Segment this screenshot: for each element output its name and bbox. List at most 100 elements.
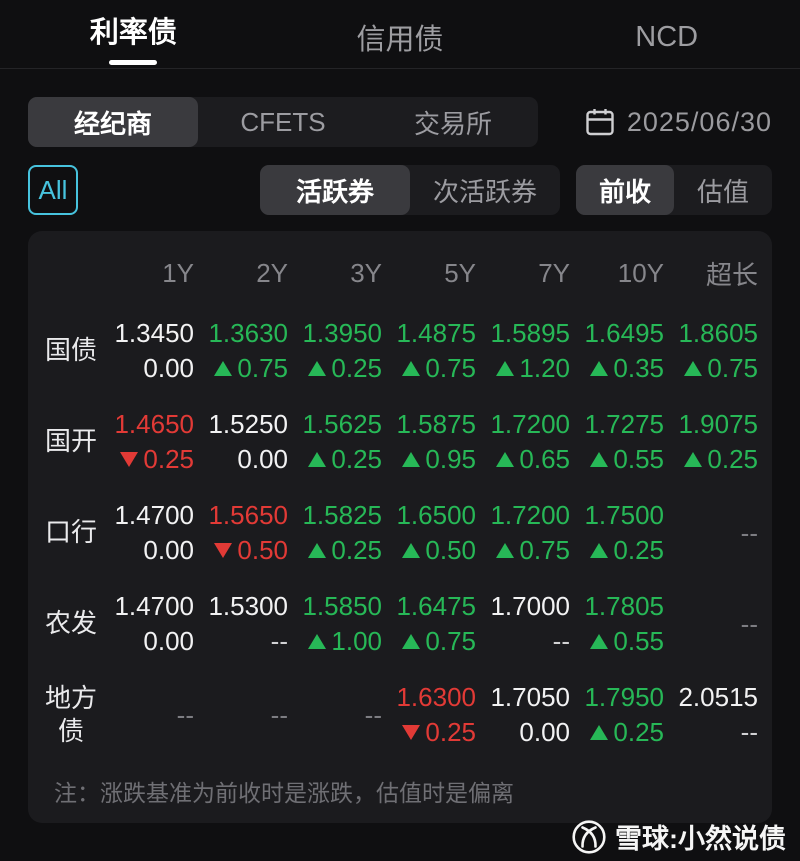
rate-value: 1.7050 (490, 682, 570, 712)
rate-cell[interactable]: 1.5895 1.20 (476, 305, 570, 396)
rate-cell[interactable]: 1.8605 0.75 (664, 305, 758, 396)
rate-cell[interactable]: 1.3630 0.75 (194, 305, 288, 396)
top-tab-bar: 利率债 信用债 NCD (0, 0, 800, 69)
rate-change: 0.95 (402, 446, 476, 472)
rate-value: 1.6475 (396, 591, 476, 621)
rate-change: 0.50 (402, 537, 476, 563)
rate-cell[interactable]: 1.9075 0.25 (664, 396, 758, 487)
filter-row-options: All 活跃券 次活跃券 前收 估值 (28, 165, 772, 215)
rate-cell[interactable]: 1.4700 0.00 (100, 487, 194, 578)
rate-change: 0.55 (590, 628, 664, 654)
tab-label: 利率债 (89, 17, 177, 49)
rate-cell[interactable]: -- (664, 487, 758, 578)
rate-value: 1.4700 (114, 591, 194, 621)
rate-cell[interactable]: 1.7500 0.25 (570, 487, 664, 578)
active-tab-underline (109, 60, 158, 65)
rate-value: 1.5825 (302, 500, 382, 530)
rate-cell[interactable]: 1.6475 0.75 (382, 578, 476, 669)
column-header: 1Y (162, 257, 194, 288)
rate-cell[interactable]: -- (100, 669, 194, 760)
rate-change: 1.20 (496, 355, 570, 381)
rate-cell[interactable]: 1.3950 0.25 (288, 305, 382, 396)
up-triangle-icon (402, 633, 421, 649)
empty-value: -- (740, 608, 758, 639)
rate-value: 1.7805 (584, 591, 664, 621)
up-triangle-icon (496, 360, 515, 376)
segment-valuation[interactable]: 估值 (696, 176, 749, 207)
segment-broker[interactable]: 经纪商 (28, 97, 198, 147)
column-header: 2Y (256, 257, 288, 288)
segment-active-bond[interactable]: 活跃券 (260, 165, 410, 215)
rate-cell[interactable]: -- (194, 669, 288, 760)
rate-cell[interactable]: 2.0515 -- (664, 669, 758, 760)
rate-cell[interactable]: 1.7200 0.75 (476, 487, 570, 578)
segment-sub-active-bond[interactable]: 次活跃券 (432, 176, 537, 207)
rate-cell[interactable]: 1.5300 -- (194, 578, 288, 669)
tab-credit-bond[interactable]: 信用债 (267, 10, 534, 58)
segment-prev-close[interactable]: 前收 (576, 165, 674, 215)
down-triangle-icon (214, 542, 233, 558)
rate-cell[interactable]: 1.5825 0.25 (288, 487, 382, 578)
rate-cell[interactable]: 1.7200 0.65 (476, 396, 570, 487)
rate-cell[interactable]: 1.6300 0.25 (382, 669, 476, 760)
rate-change: 0.75 (496, 537, 570, 563)
rate-cell[interactable]: -- (664, 578, 758, 669)
rate-cell[interactable]: 1.7950 0.25 (570, 669, 664, 760)
down-triangle-icon (120, 451, 139, 467)
all-filter-button[interactable]: All (28, 165, 78, 215)
tab-rates-bond[interactable]: 利率债 (0, 3, 267, 65)
rate-change: 0.75 (402, 628, 476, 654)
date-picker[interactable]: 2025/06/30 (585, 107, 772, 138)
up-triangle-icon (214, 360, 233, 376)
up-triangle-icon (590, 360, 609, 376)
up-triangle-icon (684, 451, 703, 467)
rate-value: 1.3950 (302, 318, 382, 348)
up-triangle-icon (590, 724, 609, 740)
rates-table-card: 1Y 2Y 3Y 5Y 7Y 10Y 超长 国债 1.3450 0.00 1.3630 0.75 1.3… (28, 231, 772, 823)
rate-cell[interactable]: 1.5850 1.00 (288, 578, 382, 669)
rate-change: 1.00 (308, 628, 382, 654)
rate-value: 1.5895 (490, 318, 570, 348)
tab-label: 信用债 (356, 24, 444, 56)
rate-cell[interactable]: 1.7050 0.00 (476, 669, 570, 760)
footnote: 注：涨跌基准为前收时是涨跌，估值时是偏离 (54, 780, 514, 806)
rate-cell[interactable]: 1.6495 0.35 (570, 305, 664, 396)
rate-change: 0.00 (143, 353, 194, 383)
segment-cfets[interactable]: CFETS (240, 106, 326, 137)
up-triangle-icon (308, 542, 327, 558)
segment-exchange[interactable]: 交易所 (413, 108, 492, 139)
rate-cell[interactable]: 1.5650 0.50 (194, 487, 288, 578)
rate-change: -- (270, 626, 288, 656)
rate-cell[interactable]: 1.4875 0.75 (382, 305, 476, 396)
rate-value: 1.7950 (584, 682, 664, 712)
column-header: 5Y (444, 257, 476, 288)
liquidity-segmented-control: 活跃券 次活跃券 (260, 165, 560, 215)
rate-cell[interactable]: 1.4700 0.00 (100, 578, 194, 669)
tab-label: NCD (635, 20, 699, 53)
rate-cell[interactable]: 1.5875 0.95 (382, 396, 476, 487)
rate-cell[interactable]: 1.7000 -- (476, 578, 570, 669)
rate-value: 1.3450 (114, 318, 194, 348)
rate-cell[interactable]: 1.3450 0.00 (100, 305, 194, 396)
rate-value: 1.9075 (678, 409, 758, 439)
source-segmented-control: 经纪商 CFETS 交易所 (28, 97, 538, 147)
up-triangle-icon (590, 451, 609, 467)
rate-cell[interactable]: -- (288, 669, 382, 760)
tab-ncd[interactable]: NCD (533, 15, 800, 54)
rate-cell[interactable]: 1.7805 0.55 (570, 578, 664, 669)
rate-change: 0.00 (237, 444, 288, 474)
rate-change: -- (740, 717, 758, 747)
up-triangle-icon (496, 542, 515, 558)
rate-cell[interactable]: 1.5250 0.00 (194, 396, 288, 487)
rate-cell[interactable]: 1.5625 0.25 (288, 396, 382, 487)
rate-cell[interactable]: 1.6500 0.50 (382, 487, 476, 578)
rate-change: 0.55 (590, 446, 664, 472)
rate-value: 1.4650 (114, 409, 194, 439)
rate-value: 1.7275 (584, 409, 664, 439)
rate-cell[interactable]: 1.7275 0.55 (570, 396, 664, 487)
rate-value: 1.7000 (490, 591, 570, 621)
rate-cell[interactable]: 1.4650 0.25 (100, 396, 194, 487)
rate-value: 1.5300 (208, 591, 288, 621)
up-triangle-icon (308, 633, 327, 649)
up-triangle-icon (402, 451, 421, 467)
